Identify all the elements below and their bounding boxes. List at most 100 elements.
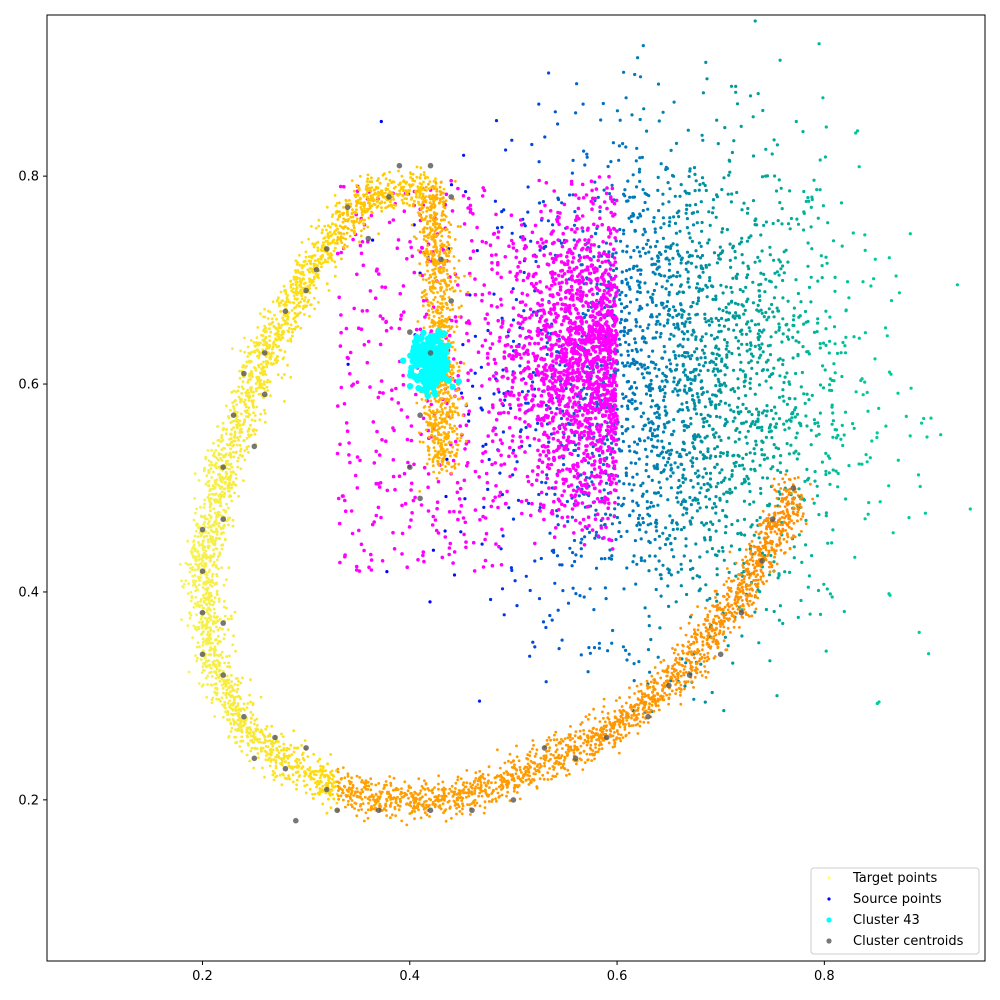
source-point <box>742 499 747 503</box>
source-point <box>570 347 574 351</box>
source-point <box>661 563 665 567</box>
source-point <box>685 191 689 195</box>
source-point <box>818 346 822 350</box>
source-point <box>522 309 526 313</box>
source-point <box>564 358 568 363</box>
source-point <box>610 641 614 645</box>
source-point <box>355 380 360 385</box>
source-point <box>580 483 584 488</box>
source-point <box>585 444 589 448</box>
source-point <box>452 357 456 361</box>
source-point <box>572 267 576 272</box>
source-point <box>728 477 732 481</box>
source-point <box>609 412 614 416</box>
source-point <box>659 486 663 490</box>
source-point <box>565 438 569 443</box>
source-point <box>549 410 554 415</box>
source-point <box>599 282 603 286</box>
source-point <box>677 454 681 458</box>
source-point <box>533 559 537 563</box>
source-point <box>677 215 681 219</box>
source-point <box>494 432 498 437</box>
source-point <box>695 392 699 396</box>
source-point <box>597 245 601 249</box>
source-point <box>813 470 817 474</box>
source-point <box>843 351 848 355</box>
source-point <box>529 384 534 388</box>
source-point <box>573 326 577 330</box>
source-point <box>672 174 676 178</box>
source-point <box>419 503 424 507</box>
source-point <box>682 554 686 558</box>
source-point <box>571 255 576 260</box>
source-point <box>616 502 620 506</box>
target-point <box>269 394 272 397</box>
source-point <box>546 404 551 409</box>
source-point <box>591 370 595 375</box>
source-point <box>740 236 744 240</box>
source-point <box>594 508 598 512</box>
source-point <box>605 428 610 433</box>
source-point <box>740 463 745 467</box>
source-point <box>689 503 694 507</box>
source-point <box>560 322 564 327</box>
source-point <box>374 513 379 518</box>
source-point <box>778 492 782 496</box>
source-point <box>609 160 613 164</box>
source-point <box>586 461 591 465</box>
source-point <box>585 155 589 159</box>
source-point <box>487 410 491 414</box>
source-point <box>661 216 666 220</box>
source-point <box>889 299 894 303</box>
source-point <box>552 306 557 310</box>
source-point <box>696 433 701 437</box>
source-point <box>675 363 679 367</box>
source-point <box>588 587 592 591</box>
source-point <box>378 314 383 318</box>
source-point <box>753 219 757 223</box>
source-point <box>685 217 690 221</box>
source-point <box>559 260 564 264</box>
source-point <box>688 520 693 524</box>
source-point <box>749 341 753 345</box>
source-point <box>562 463 566 467</box>
source-point <box>706 449 710 454</box>
source-point <box>691 441 695 445</box>
source-point <box>503 394 508 398</box>
source-point <box>583 418 587 423</box>
source-point <box>728 242 732 246</box>
source-point <box>426 472 431 476</box>
source-point <box>489 597 493 602</box>
source-point <box>571 193 575 197</box>
source-point <box>778 260 782 264</box>
source-point <box>744 332 749 336</box>
source-point <box>688 559 693 563</box>
source-point <box>576 363 580 368</box>
source-point <box>344 326 349 331</box>
source-point <box>458 360 463 365</box>
source-point <box>765 404 769 408</box>
source-point <box>820 460 825 464</box>
source-point <box>458 486 463 491</box>
source-point <box>518 322 523 326</box>
source-point <box>473 371 477 375</box>
source-point <box>681 337 686 341</box>
source-point <box>638 290 642 295</box>
source-point <box>669 542 673 546</box>
source-point <box>540 460 545 465</box>
source-point <box>501 368 505 372</box>
source-point <box>562 524 567 528</box>
source-point <box>566 601 571 605</box>
source-point <box>756 360 760 364</box>
source-point <box>870 439 874 443</box>
source-point <box>542 517 546 522</box>
source-point <box>784 323 788 327</box>
source-point <box>500 527 504 532</box>
source-point <box>633 440 637 444</box>
source-point <box>402 209 407 213</box>
source-point <box>530 482 534 487</box>
source-point <box>672 380 676 384</box>
source-point <box>610 423 615 428</box>
source-point <box>575 227 579 231</box>
source-point <box>566 484 571 489</box>
